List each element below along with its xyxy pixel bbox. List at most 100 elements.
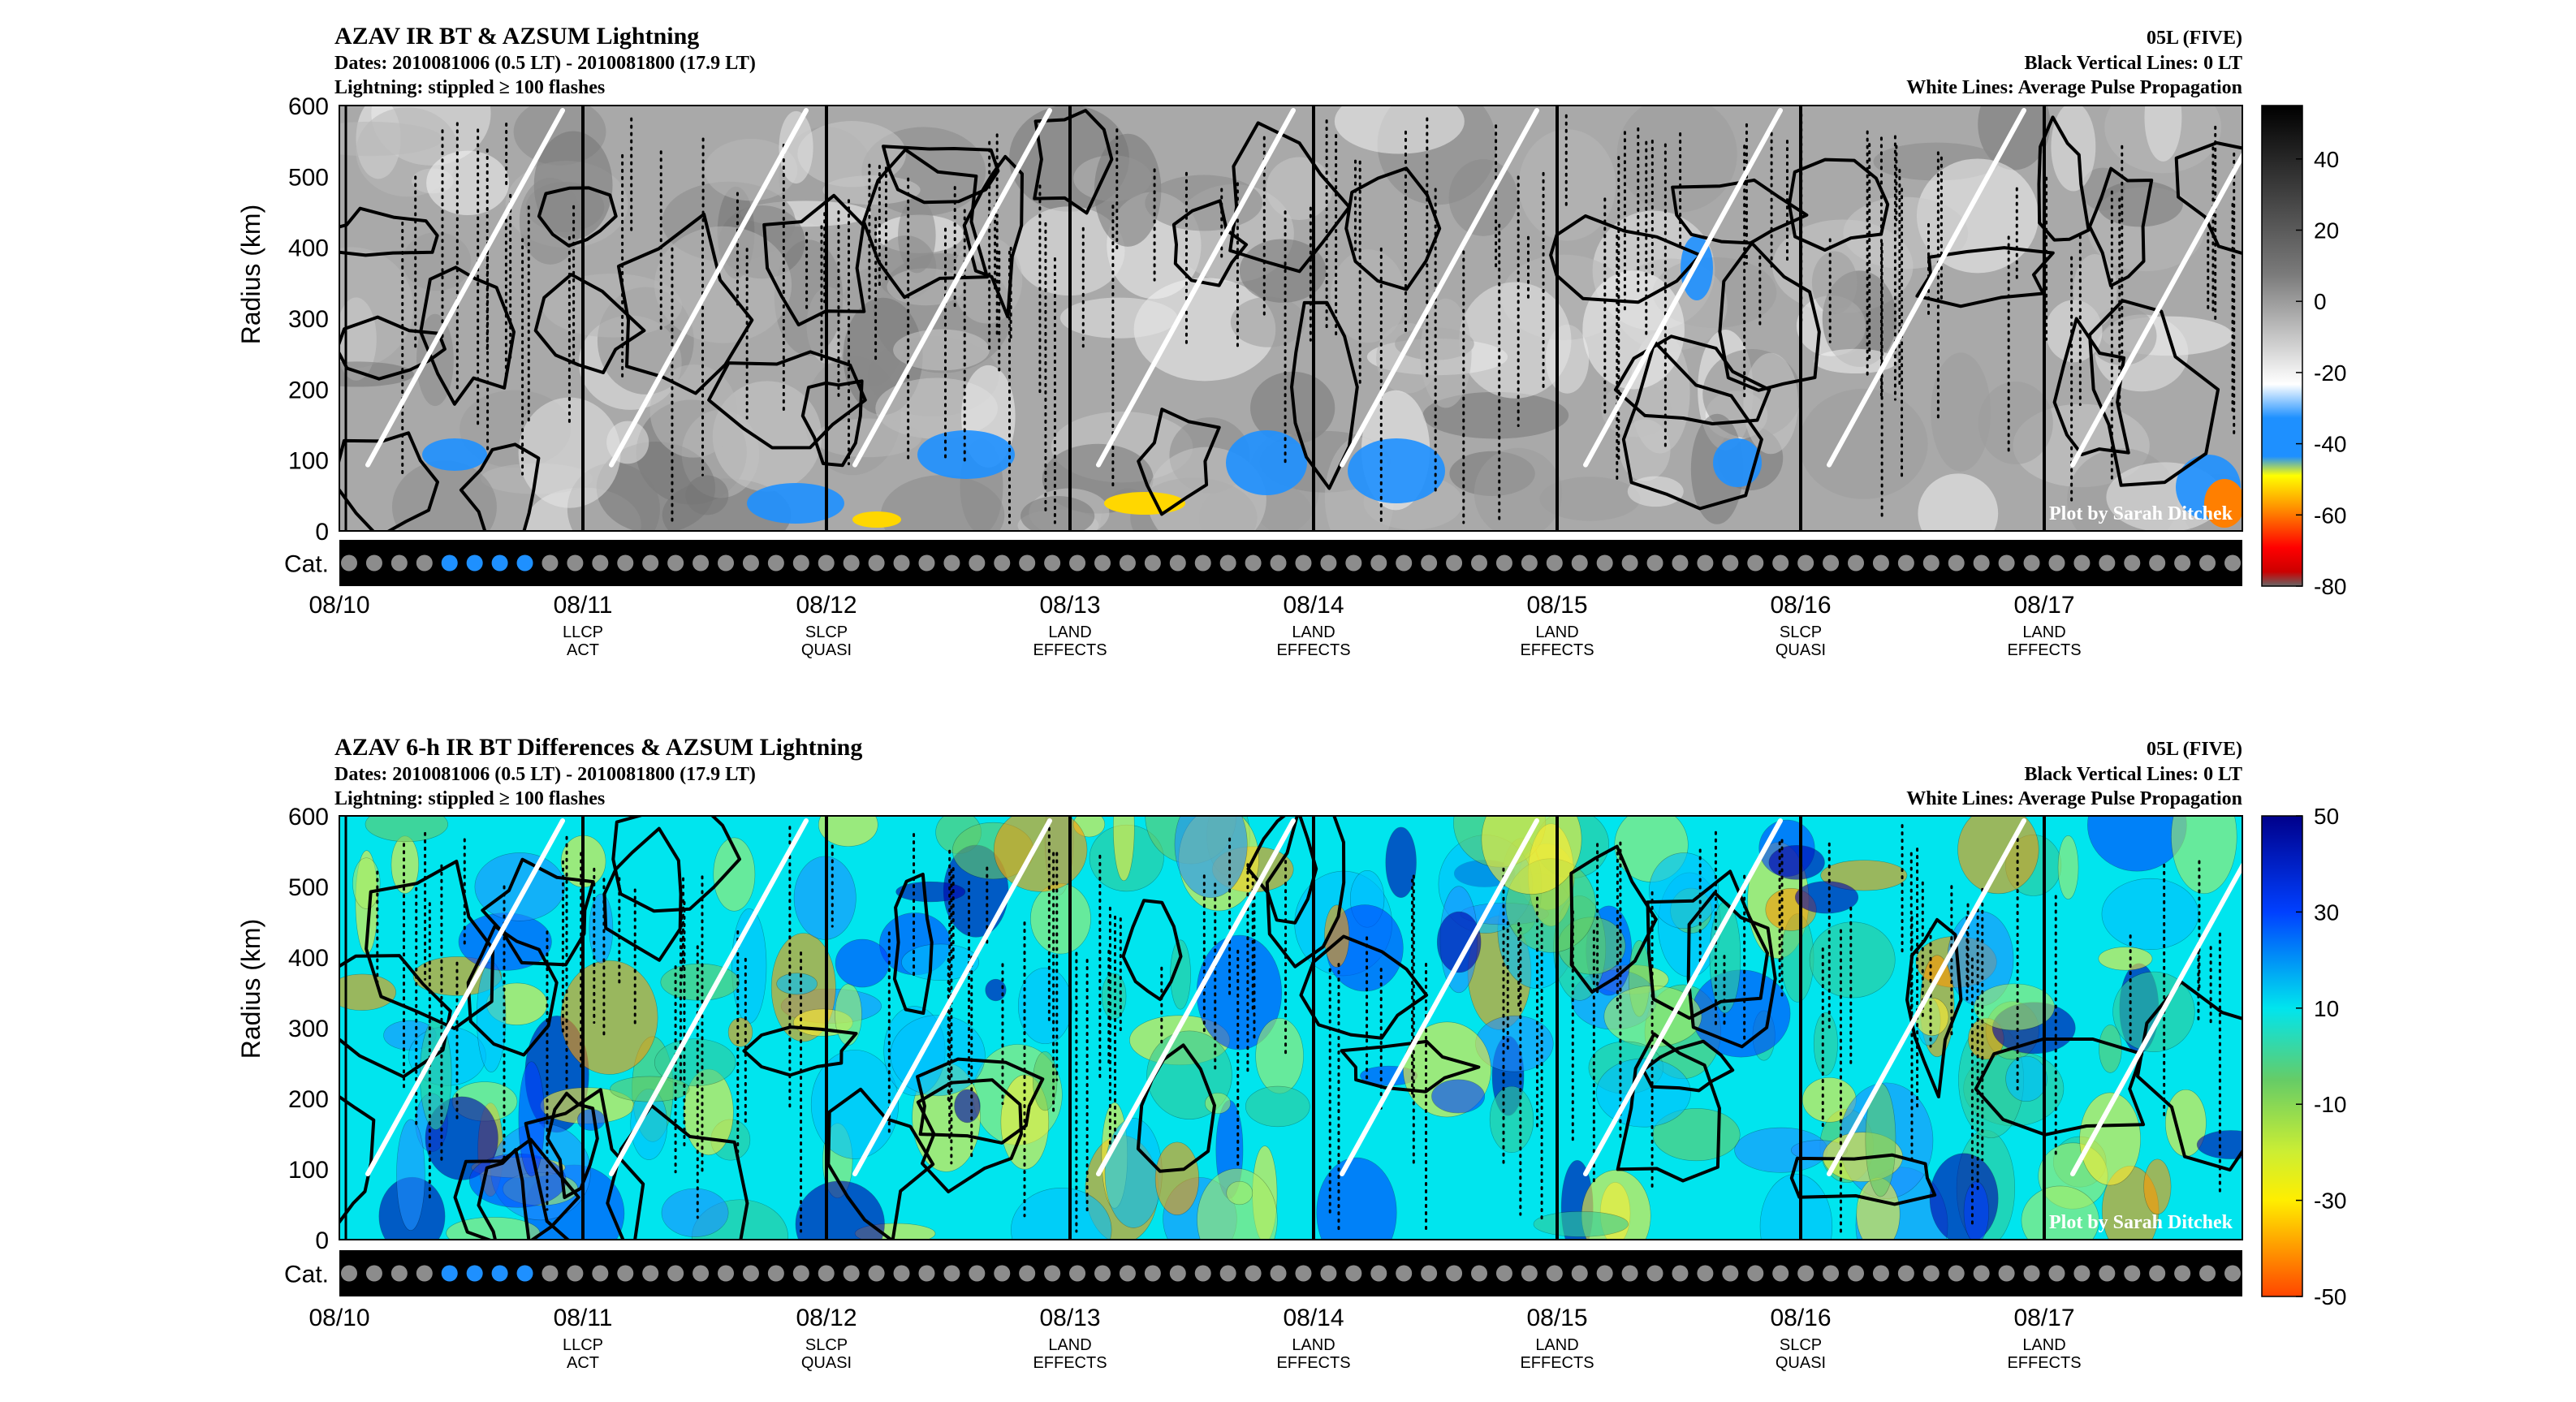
diff-patch	[1113, 816, 1135, 882]
category-dot	[1219, 1265, 1236, 1282]
day-regime-label: LAND	[1048, 623, 1091, 641]
x-tick-label: 08/11	[554, 1305, 613, 1331]
heatmap-field: Plot by Sarah Ditchek	[339, 106, 2242, 531]
category-dot	[2099, 1265, 2116, 1282]
category-dot	[718, 554, 734, 572]
day-regime-label: LAND	[2022, 1336, 2065, 1354]
diff-patch	[2099, 1025, 2122, 1073]
category-dot	[592, 554, 609, 572]
day-regime-label: SLCP	[1780, 623, 1822, 641]
lightning-contour	[1905, 917, 1963, 1098]
category-dot	[1596, 554, 1613, 572]
y-ticks: 0 100 200 300 400 500 600	[288, 93, 329, 546]
category-dot	[868, 554, 885, 572]
bt-patch	[1133, 278, 1276, 382]
category-dot	[1270, 554, 1287, 572]
category-dot	[1446, 1265, 1463, 1282]
lightning-contour	[1718, 241, 1821, 392]
diff-patch	[654, 1038, 736, 1087]
category-strip: Cat.	[284, 540, 2242, 586]
day-regime-label: LLCP	[563, 623, 603, 641]
diff-patch	[661, 1188, 729, 1237]
lightning-contour	[453, 1137, 580, 1240]
category-dot	[1245, 1265, 1262, 1282]
x-tick-label: 08/12	[796, 592, 857, 619]
bt-patch	[1619, 419, 1671, 481]
y-axis-label: Radius (km)	[236, 205, 265, 344]
category-dot	[1194, 554, 1211, 572]
category-dot	[2099, 554, 2116, 572]
diff-patch	[2079, 1092, 2141, 1186]
x-tick-label: 08/14	[1283, 592, 1344, 619]
day-regime-label: LLCP	[563, 1336, 603, 1354]
diff-patch	[1820, 860, 1908, 891]
category-dot	[2224, 1265, 2241, 1282]
diff-patch	[2196, 1130, 2242, 1159]
category-dot	[818, 554, 835, 572]
lightning-contour	[339, 206, 439, 257]
lightning-contour	[1299, 934, 1429, 1040]
plot-frame	[339, 105, 2243, 532]
x-ticks: 08/10 08/11 08/12 08/13 08/14 08/15 08/16 08/17…	[309, 592, 2081, 659]
bt-patch	[1020, 496, 1095, 531]
bt-patch	[596, 442, 716, 531]
bt-patch	[1811, 251, 1858, 314]
heatmap-plot: Plot by Sarah Ditchek	[339, 105, 2243, 532]
lightning-contour	[419, 265, 516, 406]
bt-patch	[1474, 447, 1563, 531]
category-dot	[742, 554, 759, 572]
lightning-contour	[1121, 899, 1183, 1002]
day-regime-label: SLCP	[805, 623, 848, 641]
colorbar-tick-label: -50	[2314, 1284, 2346, 1309]
bt-patch	[402, 232, 472, 291]
storm-name: 05L (FIVE)	[2147, 739, 2242, 760]
day-regime-label: SLCP	[1780, 1336, 1822, 1354]
lightning-contour	[1344, 166, 1442, 291]
category-dot	[1797, 1265, 1814, 1282]
pulse-line	[1583, 818, 1783, 1176]
chart-subtitle-dates: Dates: 2010081006 (0.5 LT) - 2010081800 …	[334, 764, 756, 785]
category-dot	[1948, 554, 1965, 572]
colorbar-tick-label: -40	[2314, 432, 2346, 457]
bt-patch	[1582, 270, 1685, 390]
category-dot	[1194, 1265, 1211, 1282]
lightning-contour	[762, 193, 866, 327]
lightning-contour	[1616, 1032, 1721, 1183]
chart-title: AZAV 6-h IR BT Differences & AZSUM Light…	[334, 734, 862, 761]
diff-patch	[1489, 1085, 1534, 1153]
category-dot	[1948, 1265, 1965, 1282]
diff-patch	[954, 1089, 981, 1124]
heatmap-plot: Plot by Sarah Ditchek	[339, 815, 2243, 1240]
day-regime-label: EFFECTS	[1276, 641, 1350, 659]
category-dot	[1823, 1265, 1840, 1282]
diff-patch	[2171, 816, 2237, 895]
category-dot	[1747, 554, 1764, 572]
diff-patch	[352, 857, 381, 909]
heatmap-field: Plot by Sarah Ditchek	[339, 816, 2242, 1240]
bt-patch	[893, 329, 990, 371]
category-dot	[742, 1265, 759, 1282]
day-regime-label: LAND	[2022, 623, 2065, 641]
lightning-contour	[616, 212, 754, 395]
category-dot	[1345, 554, 1362, 572]
pulse-line	[1096, 818, 1296, 1176]
category-dot	[792, 1265, 809, 1282]
category-dot	[1471, 1265, 1487, 1282]
bt-patch	[1420, 298, 1472, 408]
bt-patch	[1814, 348, 1897, 374]
day-regime-label: EFFECTS	[1520, 1354, 1594, 1372]
diff-patch	[1809, 921, 1896, 999]
diff-patch	[1768, 845, 1825, 880]
lightning-contour	[916, 1057, 1045, 1145]
diff-patch	[610, 1076, 690, 1102]
category-dot	[1345, 1265, 1362, 1282]
diff-patch	[1963, 1181, 1989, 1240]
colorbar-tick-label: 20	[2314, 218, 2339, 243]
bt-patch	[1334, 106, 1465, 154]
category-dot	[1094, 554, 1111, 572]
bt-patch	[1931, 352, 1991, 472]
lightning-contour	[533, 273, 646, 374]
diff-patch	[1759, 1173, 1833, 1240]
y-tick-label: 200	[288, 377, 329, 403]
